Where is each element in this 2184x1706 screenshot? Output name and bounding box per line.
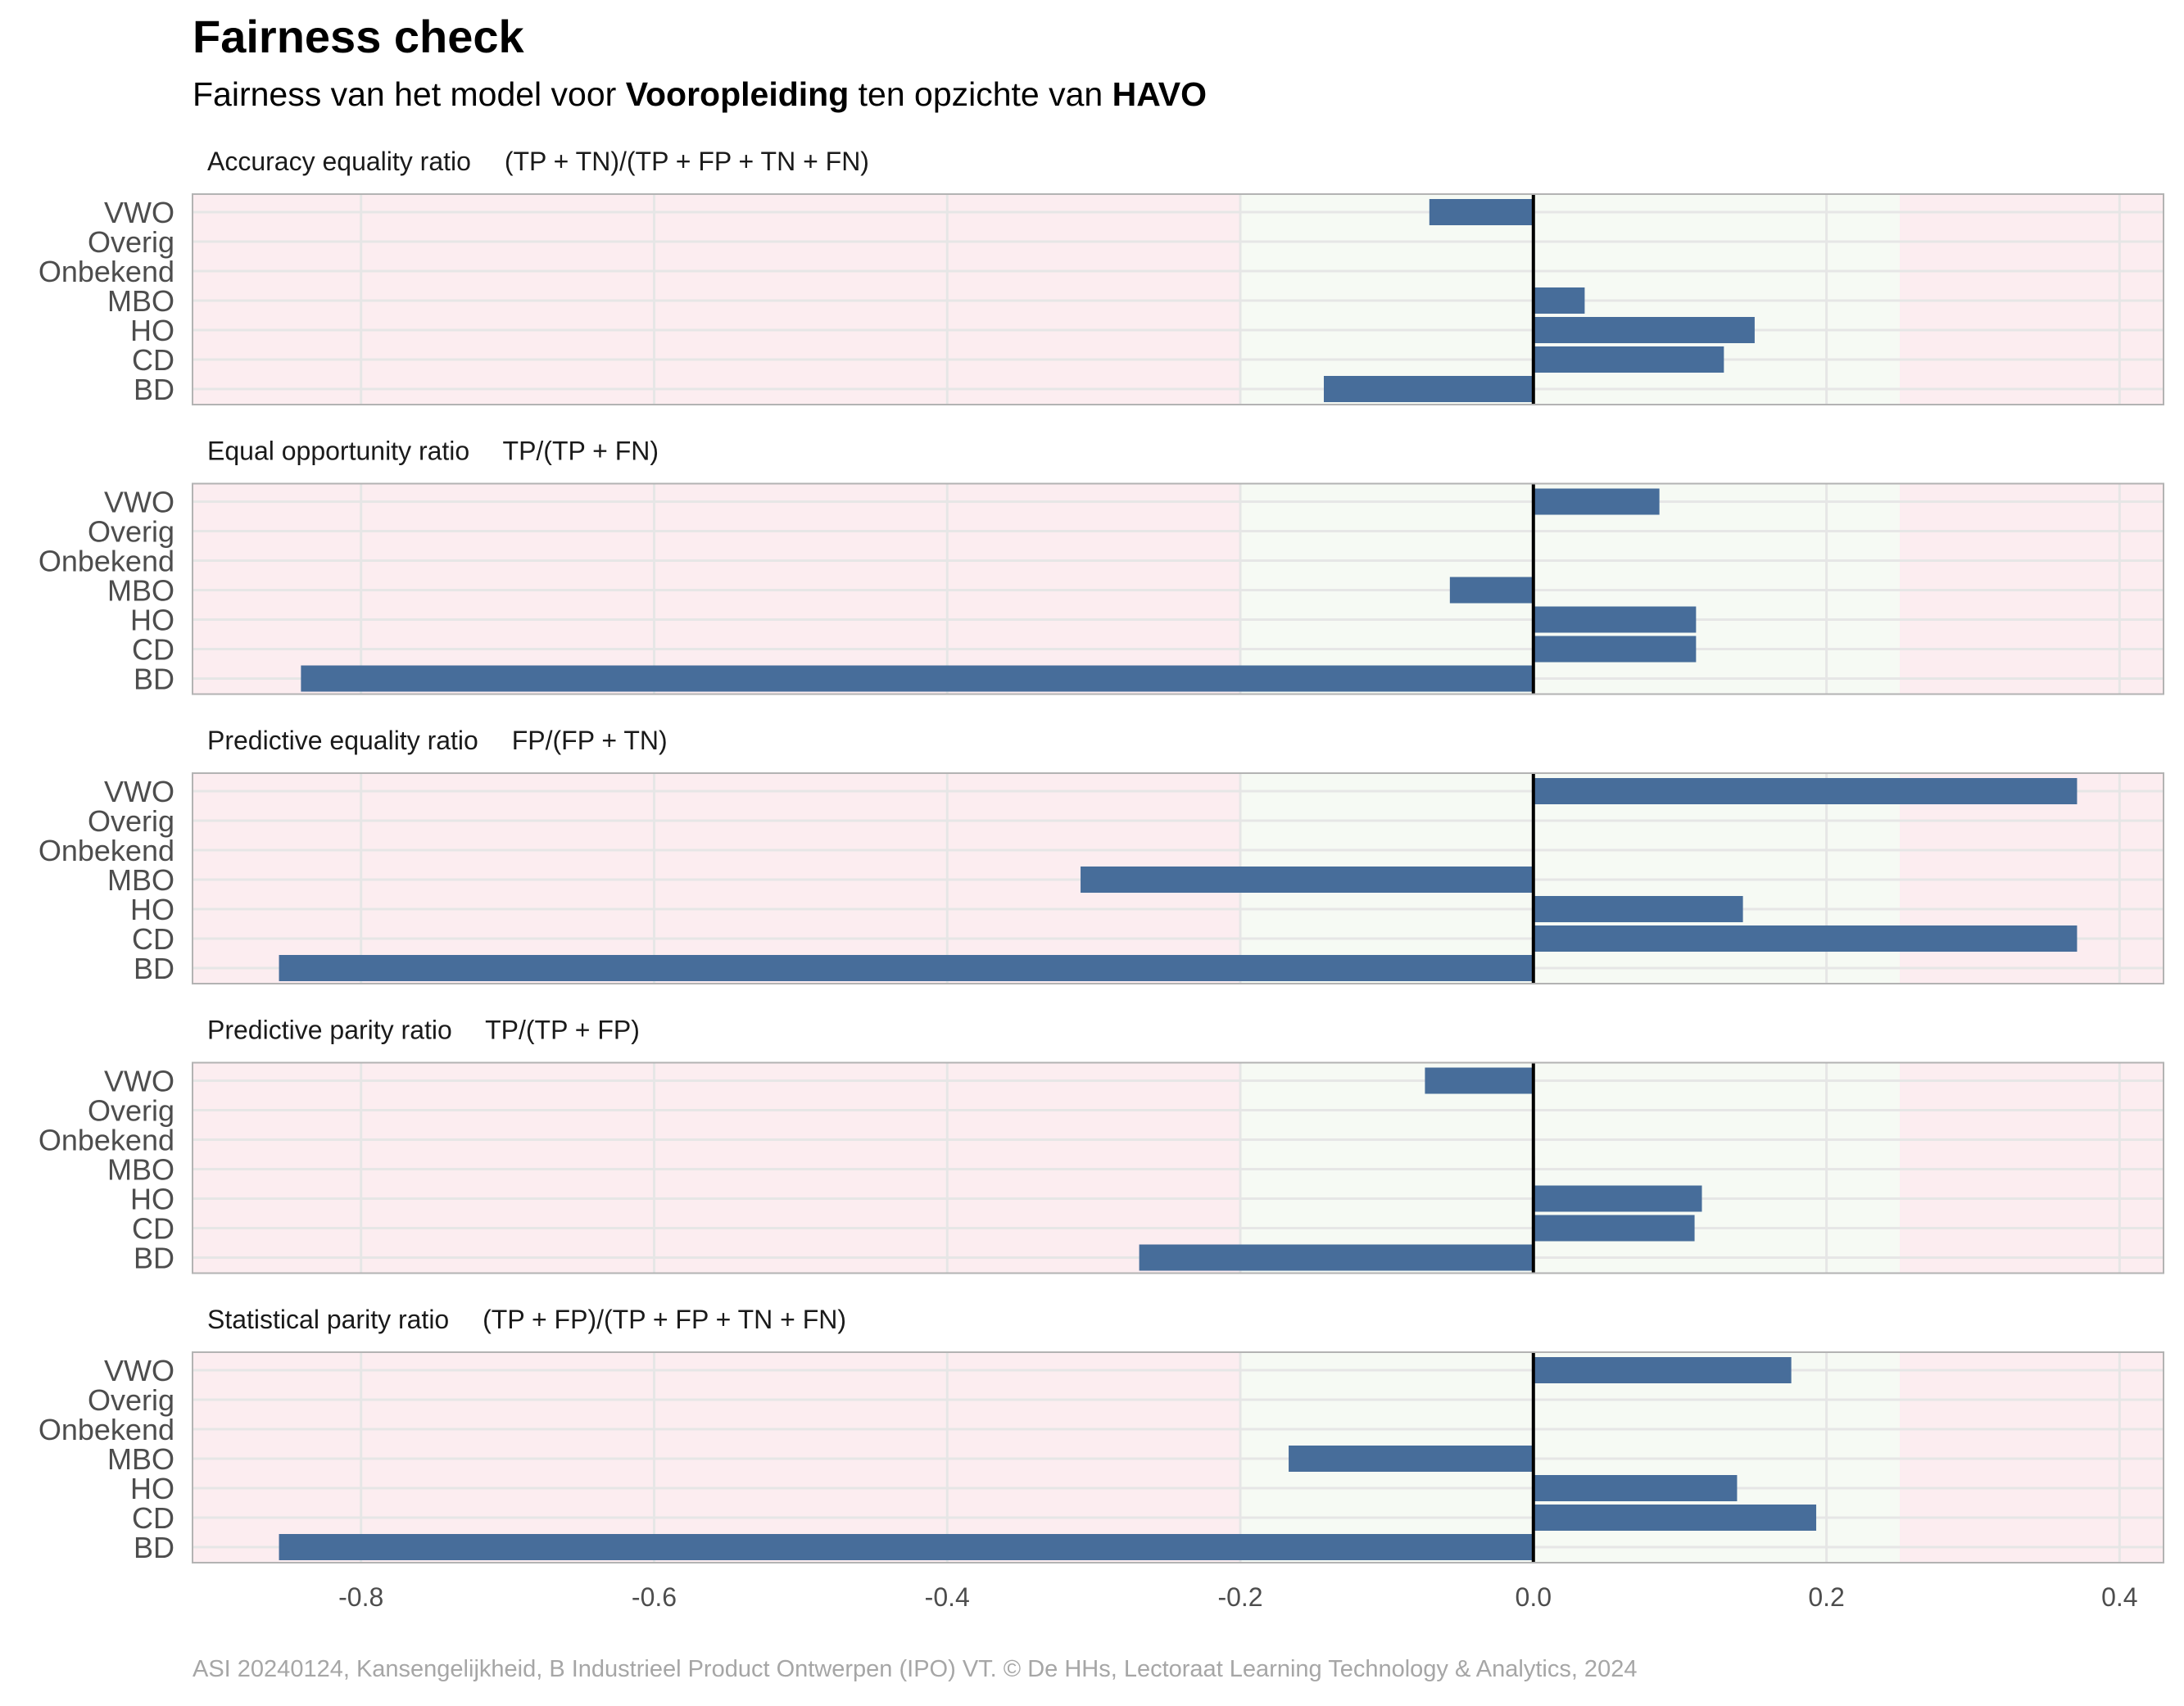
subtitle-variable: Vooropleiding bbox=[625, 75, 850, 113]
panel-border bbox=[192, 193, 2164, 405]
chart-title: Fairness check bbox=[193, 11, 524, 62]
category-label: Onbekend bbox=[39, 1413, 174, 1446]
panel-3: Predictive equality ratio FP/(FP + TN) VW… bbox=[39, 726, 2164, 985]
panel-border bbox=[192, 1351, 2164, 1563]
panel-strip-label: Predictive parity ratio TP/(TP + FP) bbox=[207, 1016, 640, 1045]
x-tick-label: -0.6 bbox=[632, 1582, 677, 1612]
category-label: CD bbox=[132, 1212, 174, 1246]
x-tick-label: -0.8 bbox=[338, 1582, 383, 1612]
category-label: BD bbox=[134, 952, 174, 985]
x-tick-label: 0.4 bbox=[2101, 1582, 2137, 1612]
bar bbox=[279, 1534, 1534, 1560]
category-label: CD bbox=[132, 1501, 174, 1535]
category-label: Onbekend bbox=[39, 255, 174, 288]
bar bbox=[1449, 577, 1534, 604]
bar bbox=[1533, 1215, 1695, 1242]
x-tick-label: 0.2 bbox=[1808, 1582, 1844, 1612]
bar bbox=[301, 665, 1534, 692]
panel-4: Predictive parity ratio TP/(TP + FP)VWOO… bbox=[39, 1016, 2164, 1275]
category-label: MBO bbox=[107, 1153, 174, 1187]
category-label: VWO bbox=[104, 1354, 174, 1387]
x-tick-label: 0.0 bbox=[1516, 1582, 1552, 1612]
category-label: HO bbox=[130, 314, 174, 347]
chart-caption: ASI 20240124, Kansengelijkheid, B Indust… bbox=[193, 1656, 1638, 1682]
bar bbox=[1139, 1244, 1534, 1271]
bar bbox=[1533, 1505, 1817, 1531]
bar bbox=[1081, 867, 1534, 893]
category-label: BD bbox=[134, 373, 174, 406]
bar bbox=[1533, 896, 1743, 922]
panel-strip-label: Accuracy equality ratio (TP + TN)/(TP + … bbox=[207, 147, 869, 176]
category-label: CD bbox=[132, 343, 174, 377]
bar bbox=[1289, 1446, 1534, 1472]
bar bbox=[1533, 1357, 1792, 1383]
category-label: Overig bbox=[88, 804, 174, 838]
bar bbox=[279, 955, 1534, 981]
bar bbox=[1533, 488, 1660, 515]
panel-strip-label: Predictive equality ratio FP/(FP + TN) bbox=[207, 726, 668, 755]
category-label: VWO bbox=[104, 196, 174, 229]
bar bbox=[1533, 1475, 1738, 1501]
bar bbox=[1533, 606, 1697, 633]
bar bbox=[1533, 925, 2078, 952]
category-label: Overig bbox=[88, 225, 174, 259]
bar bbox=[1533, 636, 1697, 663]
panel-2: Equal opportunity ratio TP/(TP + FN)VWOO… bbox=[39, 437, 2164, 696]
subtitle-reference: HAVO bbox=[1112, 75, 1208, 113]
panel-1: Accuracy equality ratio (TP + TN)/(TP + … bbox=[39, 147, 2164, 406]
category-label: MBO bbox=[107, 863, 174, 897]
category-label: MBO bbox=[107, 1442, 174, 1476]
category-label: Overig bbox=[88, 515, 174, 549]
panel-border bbox=[192, 482, 2164, 695]
subtitle-prefix: Fairness van het model voor bbox=[193, 75, 626, 113]
bar bbox=[1533, 287, 1585, 314]
category-label: BD bbox=[134, 663, 174, 696]
category-label: Overig bbox=[88, 1383, 174, 1417]
x-tick-label: -0.2 bbox=[1217, 1582, 1262, 1612]
category-label: Onbekend bbox=[39, 834, 174, 867]
category-label: MBO bbox=[107, 574, 174, 608]
bar bbox=[1533, 778, 2078, 804]
category-label: Overig bbox=[88, 1094, 174, 1128]
category-label: VWO bbox=[104, 486, 174, 519]
category-label: HO bbox=[130, 1183, 174, 1216]
category-label: CD bbox=[132, 922, 174, 956]
panel-border bbox=[192, 1061, 2164, 1274]
subtitle-middle: ten opzichte van bbox=[849, 75, 1112, 113]
category-label: HO bbox=[130, 604, 174, 637]
category-label: MBO bbox=[107, 284, 174, 318]
panel-strip-label: Statistical parity ratio (TP + FP)/(TP +… bbox=[207, 1305, 846, 1334]
category-label: CD bbox=[132, 633, 174, 667]
bar bbox=[1533, 346, 1724, 373]
bar bbox=[1533, 1185, 1702, 1212]
panel-border bbox=[192, 772, 2164, 984]
category-label: HO bbox=[130, 893, 174, 926]
bar bbox=[1429, 199, 1534, 225]
bar bbox=[1533, 317, 1755, 343]
category-label: Onbekend bbox=[39, 1124, 174, 1157]
category-label: BD bbox=[134, 1531, 174, 1564]
category-label: VWO bbox=[104, 1065, 174, 1098]
category-label: HO bbox=[130, 1472, 174, 1505]
category-label: Onbekend bbox=[39, 545, 174, 578]
panel-strip-label: Equal opportunity ratio TP/(TP + FN) bbox=[207, 437, 659, 466]
panel-5: Statistical parity ratio (TP + FP)/(TP +… bbox=[39, 1305, 2164, 1564]
bar bbox=[1323, 376, 1534, 402]
chart-subtitle: Fairness van het model voor Vooropleidin… bbox=[193, 75, 1207, 114]
x-tick-label: -0.4 bbox=[925, 1582, 970, 1612]
category-label: BD bbox=[134, 1242, 174, 1275]
category-label: VWO bbox=[104, 775, 174, 808]
bar bbox=[1425, 1067, 1534, 1094]
